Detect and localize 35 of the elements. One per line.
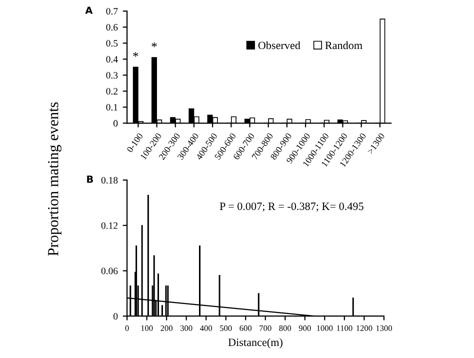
y-tick-label: 0.2 xyxy=(106,88,118,95)
y-tick-label: 0.1 xyxy=(106,104,118,111)
x-tick-label: 200 xyxy=(160,325,172,332)
annotation: * xyxy=(152,42,157,48)
y-tick-label: 0.18 xyxy=(101,176,118,184)
chart-title: B xyxy=(87,176,93,183)
annotation: * xyxy=(133,52,138,57)
chart-title: A xyxy=(85,6,93,14)
x-tick-label: 900 xyxy=(298,325,311,332)
legend-label: Observed xyxy=(258,41,300,50)
y-tick-label: 0.4 xyxy=(106,56,118,63)
y-tick-label: 0.7 xyxy=(106,8,118,15)
y-tick-label: 0.6 xyxy=(106,24,118,31)
x-tick-label: 0 xyxy=(125,325,129,332)
y-axis-title: Proportion mating events xyxy=(48,102,62,256)
x-tick-label: 300 xyxy=(180,325,192,332)
x-tick-label: 800 xyxy=(279,325,292,332)
y-tick-label: 0 xyxy=(114,120,118,127)
y-tick-label: 0.12 xyxy=(101,222,118,229)
x-axis-title: Distance(m) xyxy=(228,338,282,348)
x-tick-label: 1200 xyxy=(356,325,372,332)
y-tick-label: 0.3 xyxy=(106,72,118,79)
x-tick-label: 1300 xyxy=(376,325,392,332)
legend-label: Random xyxy=(325,41,362,50)
annotation: P = 0.007; R = -0.387; K= 0.495 xyxy=(220,202,364,212)
x-tick-label: 400 xyxy=(200,325,212,332)
x-tick-label: 500 xyxy=(220,325,232,332)
x-tick-label: 600 xyxy=(240,325,252,332)
y-tick-label: 0.06 xyxy=(101,268,118,274)
y-tick-label: 0.5 xyxy=(106,40,118,47)
x-tick-label: 100 xyxy=(141,325,153,332)
x-tick-label: 1100 xyxy=(336,325,352,332)
x-tick-label: 1000 xyxy=(317,325,333,332)
y-tick-label: 0 xyxy=(114,313,118,320)
x-tick-label: 700 xyxy=(260,325,272,332)
